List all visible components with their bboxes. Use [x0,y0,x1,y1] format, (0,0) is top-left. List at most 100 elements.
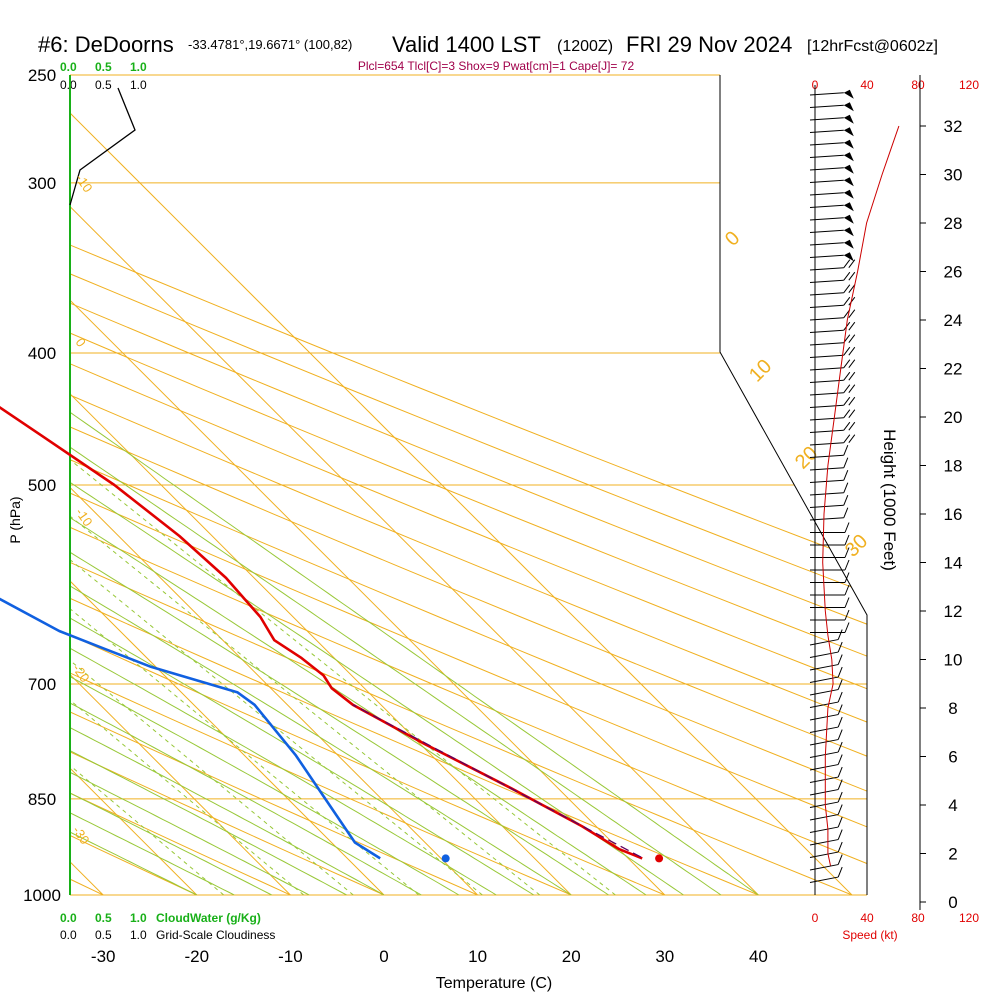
dry-adiabat-line [70,75,572,895]
series-line [352,704,642,858]
theta-label: -30 [70,823,93,847]
height-tick-label: 24 [944,311,963,330]
dry-adiabat-line [70,75,867,895]
forecast-date: FRI 29 Nov 2024 [626,32,792,57]
moist-adiabat-line [70,75,235,895]
wind-barb-feather [837,766,843,778]
wind-barb [809,801,839,808]
moist-adiabat-line [70,75,422,895]
theta-label: -10 [73,505,96,529]
wind-barb [809,789,839,796]
isotherm-line [70,75,759,895]
wind-barb [809,851,839,858]
wind-barb [809,492,844,496]
wind-barb-feather [844,609,850,621]
wind-barb-feather [843,284,851,294]
pressure-tick-label: 700 [28,675,56,694]
wind-barb [809,379,844,383]
mixing-ratio-line [70,352,616,895]
wind-barb-feather [837,791,843,803]
wind-barb-feather [844,534,850,546]
wind-barb-flag [843,114,854,124]
wind-barb-feather [837,841,843,853]
moist-adiabat-line [70,75,497,895]
mixing-ratio-label: 5 [406,902,422,917]
speed-tick: 120 [959,78,979,92]
height-tick-label: 4 [948,796,957,815]
mixing-ratio-line [70,352,483,895]
dry-adiabat-line [70,75,867,895]
temperature-tick-label: 20 [562,947,581,966]
mixing-ratio-line [70,352,225,895]
station-coords: -33.4781°,19.6671° (100,82) [188,37,352,52]
mixing-ratio-label: 8 [469,902,485,917]
temperature-tick-label: -30 [91,947,116,966]
cloudwater-tick: 0.5 [95,911,112,925]
wind-barb-flag [843,227,854,237]
wind-barb-feather [843,346,851,356]
wind-barb [809,217,844,221]
wind-barb [809,467,844,471]
wind-barb-flag [843,164,854,174]
moist-adiabat-line [70,75,759,895]
wind-barb-feather [843,445,849,456]
cloudiness-tick: 0.0 [60,78,77,92]
isotherm-line [70,75,666,895]
mixing-ratio-label: 20 [602,896,623,917]
speed-tick: 120 [959,911,979,925]
height-tick-label: 28 [944,214,963,233]
dry-adiabat-line [70,75,867,895]
dry-adiabat-label: 0 [721,227,744,250]
wind-barb-feather [843,457,849,468]
wind-barb-feather [843,495,849,506]
dry-adiabat-line [70,75,867,895]
wind-barb [809,342,844,346]
speed-scale-top: 0 40 80 120 [812,78,980,92]
wind-barb [809,304,844,308]
speed-tick: 80 [911,911,925,925]
mixing-ratio-line [70,352,305,895]
speed-scale-bottom: 0 40 80 120 Speed (kt) [812,911,980,942]
wind-barb [809,279,844,283]
speed-tick: 0 [812,911,819,925]
wind-barb-feather [848,296,856,306]
height-tick-label: 10 [944,651,963,670]
pressure-tick-label: 500 [28,476,56,495]
dry-adiabat-label: 10 [745,355,776,386]
wind-barb-feather [848,271,856,281]
wind-barb-feather [843,507,849,518]
wind-barb [809,676,839,683]
station-title: #6: DeDoorns [38,32,174,57]
wind-barb-feather [848,409,856,419]
wind-barb-feather [844,572,850,583]
cloudiness-tick: 1.0 [130,78,147,92]
wind-barb [809,664,839,671]
height-tick-label: 2 [948,845,957,864]
moist-adiabat-line [70,75,722,895]
wind-barb-feather [843,359,851,369]
isotherm-line [70,75,478,895]
cloudiness-tick: 0.5 [95,78,112,92]
wind-barb-feather [837,704,843,715]
wind-barb-feather [843,409,851,419]
moist-adiabat-line [70,75,347,895]
wind-barb-feather [843,384,851,394]
wind-barb [809,167,844,171]
wind-barb-feather [837,754,843,765]
mixing-ratio-lines: 1 2 3 5 8 12 20 [70,352,623,917]
wind-barb-flag [843,102,854,112]
dry-adiabat-line [70,75,665,895]
dry-adiabat-label: 20 [791,442,822,473]
temperature-tick-label: -10 [278,947,303,966]
wind-barb [809,776,839,783]
wind-barb-feather [843,470,849,481]
cloudwater-tick: 0.5 [95,60,112,74]
wind-barb-feather [843,271,851,281]
wind-barb [809,254,844,258]
temperature-tick-label: -20 [185,947,210,966]
wind-barb-feather [837,779,843,790]
wind-barb-feather [837,854,843,865]
height-tick-label: 16 [944,505,963,524]
